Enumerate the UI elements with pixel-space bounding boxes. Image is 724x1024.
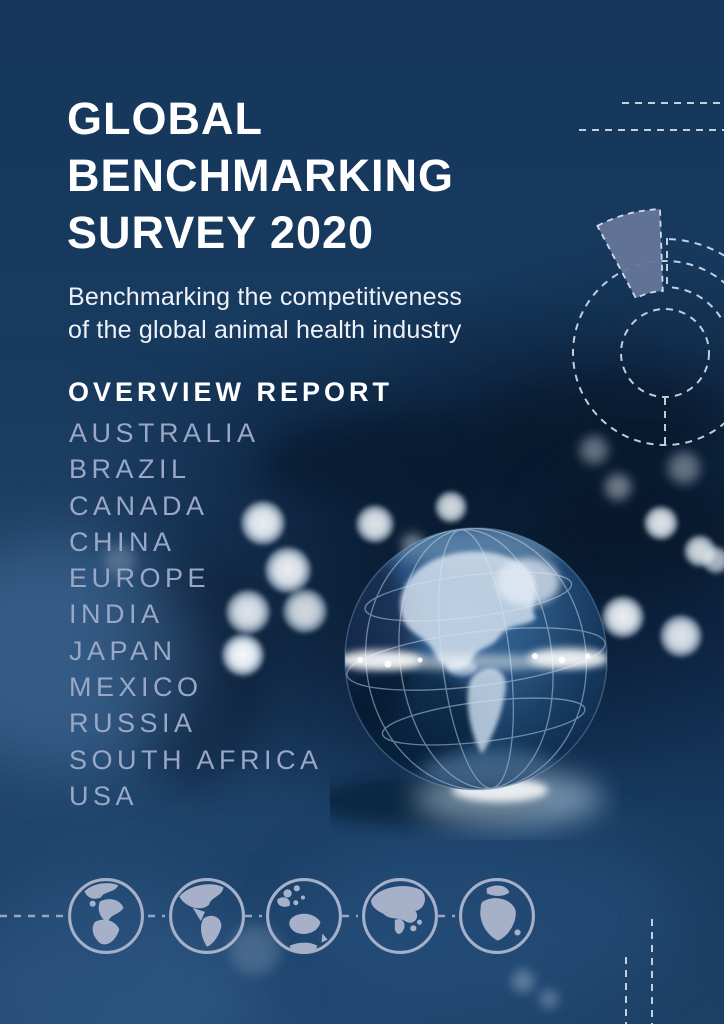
donut-arc-outer — [668, 238, 724, 257]
donut-wedge — [596, 208, 664, 300]
country-item: JAPAN — [69, 635, 177, 666]
bokeh-light — [510, 968, 536, 994]
bokeh-light — [227, 922, 283, 978]
subtitle-line: of the global animal health industry — [68, 316, 462, 344]
bokeh-light — [602, 596, 644, 638]
bokeh-light — [435, 491, 467, 523]
bokeh-light — [660, 615, 702, 657]
globe-rim — [344, 527, 608, 791]
bokeh-light — [102, 542, 138, 578]
equator-glow-right — [528, 648, 607, 668]
bokeh-light — [226, 590, 270, 634]
globe-africa-icon — [459, 878, 535, 954]
country-item: CANADA — [69, 490, 209, 521]
globe-europe-icon — [68, 878, 144, 954]
country-item: AUSTRALIA — [69, 418, 260, 448]
subtitle-line: Benchmarking the competitiveness — [68, 283, 463, 311]
bokeh-light — [222, 634, 264, 676]
bokeh-light — [265, 547, 311, 593]
report-subtitle: Benchmarking the competitiveness of the … — [68, 281, 462, 347]
bokeh-light — [578, 434, 610, 466]
country-item: INDIA — [69, 599, 164, 630]
donut-outer-circle — [572, 260, 724, 446]
report-type-label: OVERVIEW REPORT — [68, 377, 394, 407]
country-item: RUSSIA — [69, 708, 197, 739]
continent-south-america — [467, 668, 506, 754]
bokeh-light — [356, 505, 394, 543]
bokeh-light — [644, 506, 678, 540]
country-item: MEXICO — [69, 672, 203, 703]
globe-asia-icon — [362, 878, 438, 954]
report-title: GLOBAL BENCHMARKING SURVEY 2020 — [67, 90, 454, 261]
bokeh-light — [666, 450, 702, 486]
globe-oceania-icon — [266, 878, 342, 954]
string-light-reflections — [357, 653, 591, 668]
donut-inner-circle — [620, 308, 710, 398]
country-item: BRAZIL — [69, 454, 191, 485]
country-item: CHINA — [69, 526, 176, 557]
title-line: BENCHMARKING — [67, 150, 454, 201]
country-item: USA — [69, 780, 139, 811]
title-line: SURVEY 2020 — [67, 207, 375, 258]
globe-americas-icon — [169, 878, 245, 954]
continent-greenland — [496, 558, 560, 606]
title-line: GLOBAL — [67, 93, 263, 144]
country-list: AUSTRALIA BRAZIL CANADA CHINA EUROPE IND… — [69, 415, 323, 814]
equator-glow-left — [345, 650, 422, 670]
bokeh-light — [538, 988, 560, 1010]
country-item: EUROPE — [69, 563, 211, 594]
country-item: SOUTH AFRICA — [69, 744, 323, 775]
bokeh-light — [702, 546, 724, 574]
glass-globe-photo — [330, 527, 608, 826]
bokeh-light — [241, 501, 285, 545]
bokeh-light — [283, 589, 327, 633]
donut-arc-middle — [671, 286, 724, 321]
bokeh-light — [603, 472, 633, 502]
